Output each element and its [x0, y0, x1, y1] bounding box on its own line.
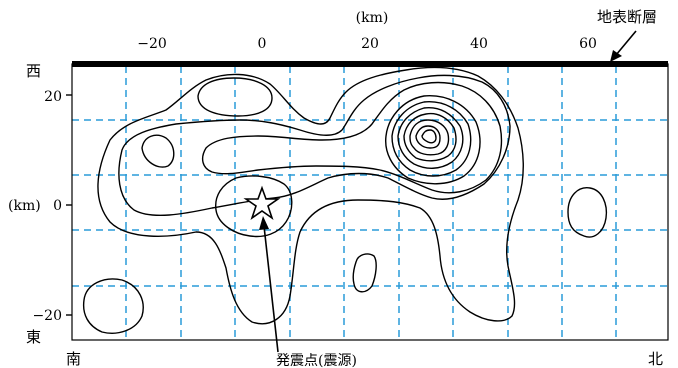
contour-line [352, 253, 377, 293]
west-label: 西 [26, 62, 41, 80]
x-tick: 60 [579, 36, 597, 52]
x-unit-label: (km) [356, 10, 389, 26]
contour-line [215, 175, 293, 238]
axis-ticks [66, 94, 72, 316]
contour-line [391, 101, 472, 177]
contour-line [82, 278, 144, 334]
contour-line [197, 77, 273, 117]
contour-line [415, 125, 441, 149]
south-label: 南 [66, 350, 81, 368]
slip-contours [82, 66, 608, 334]
fault-plane-frame [71, 63, 669, 341]
north-label: 北 [648, 350, 663, 368]
contour-line [385, 95, 481, 185]
contour-line [201, 81, 503, 194]
contour-line [403, 112, 457, 162]
x-tick: 40 [470, 36, 488, 52]
east-label: 東 [26, 328, 41, 346]
hypocenter-label: 発震点(震源) [276, 353, 357, 368]
contour-line [409, 119, 450, 156]
contour-line [397, 107, 464, 169]
x-tick: 20 [361, 36, 379, 52]
contour-line [118, 74, 511, 217]
y-unit-label: (km) [8, 198, 41, 214]
y-tick: −20 [32, 308, 62, 324]
x-tick: −20 [137, 36, 167, 52]
contour-line [97, 66, 524, 325]
contour-line [421, 129, 437, 144]
contour-line [141, 134, 175, 168]
grid [72, 66, 668, 340]
x-tick: 0 [258, 36, 267, 52]
y-tick: 0 [53, 198, 62, 214]
surface-fault-label: 地表断層 [597, 8, 657, 26]
surface-fault-bar [72, 61, 668, 67]
hypocenter-arrow [259, 216, 279, 353]
contour-line [567, 187, 608, 238]
surface-fault-arrow [610, 30, 637, 62]
y-tick: 20 [44, 89, 62, 105]
hypocenter-star-icon [243, 185, 281, 221]
